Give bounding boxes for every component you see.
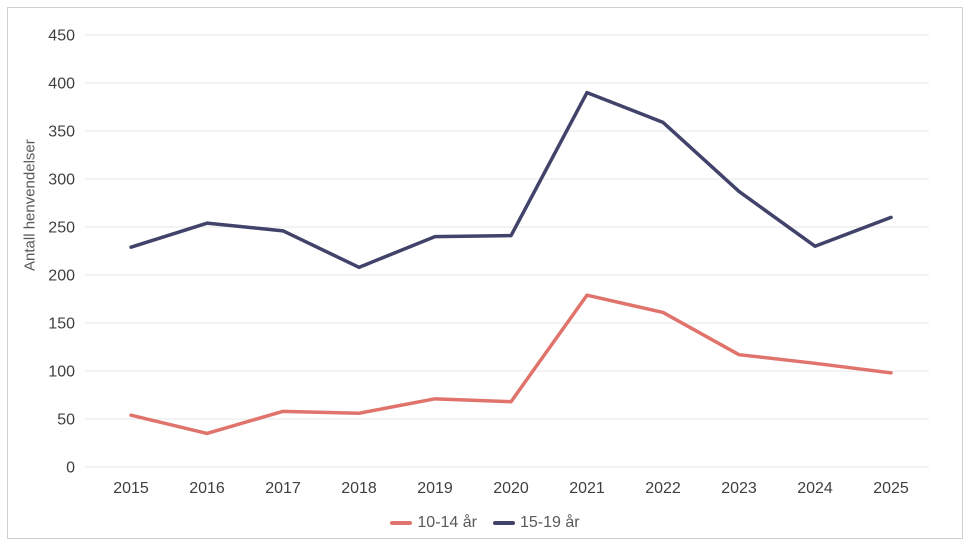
x-tick-label: 2019 <box>417 480 453 497</box>
x-tick-label: 2023 <box>721 480 757 497</box>
y-tick-label: 150 <box>48 316 75 333</box>
legend-line-marker <box>390 521 413 525</box>
x-tick-label: 2017 <box>265 480 301 497</box>
x-tick-label: 2020 <box>493 480 529 497</box>
x-tick-label: 2015 <box>113 480 149 497</box>
x-tick-label: 2022 <box>645 480 681 497</box>
x-tick-label: 2016 <box>189 480 225 497</box>
y-tick-label: 350 <box>48 124 75 141</box>
y-tick-label: 400 <box>48 76 75 93</box>
y-axis-title-text: Antall henvendelser <box>21 139 39 271</box>
y-tick-label: 200 <box>48 268 75 285</box>
y-tick-label: 300 <box>48 172 75 189</box>
x-tick-label: 2024 <box>797 480 833 497</box>
y-axis-title: Antall henvendelser <box>22 139 39 271</box>
y-tick-label: 100 <box>48 364 75 381</box>
x-tick-label: 2021 <box>569 480 605 497</box>
y-tick-label: 450 <box>48 28 75 45</box>
legend-item: 15-19 år <box>493 514 580 532</box>
legend-item: 10-14 år <box>390 514 477 532</box>
y-tick-label: 0 <box>66 460 75 477</box>
y-tick-label: 50 <box>57 412 75 429</box>
legend-line-marker <box>493 521 515 525</box>
x-tick-label: 2025 <box>873 480 909 497</box>
series-line-10-14-år <box>129 293 893 436</box>
x-tick-label: 2018 <box>341 480 377 497</box>
chart-legend: 10-14 år 15-19 år <box>0 514 970 532</box>
legend-label: 15-19 år <box>520 514 580 531</box>
legend-label: 10-14 år <box>417 514 477 531</box>
y-tick-label: 250 <box>48 220 75 237</box>
series-line-15-19-år <box>129 90 893 270</box>
